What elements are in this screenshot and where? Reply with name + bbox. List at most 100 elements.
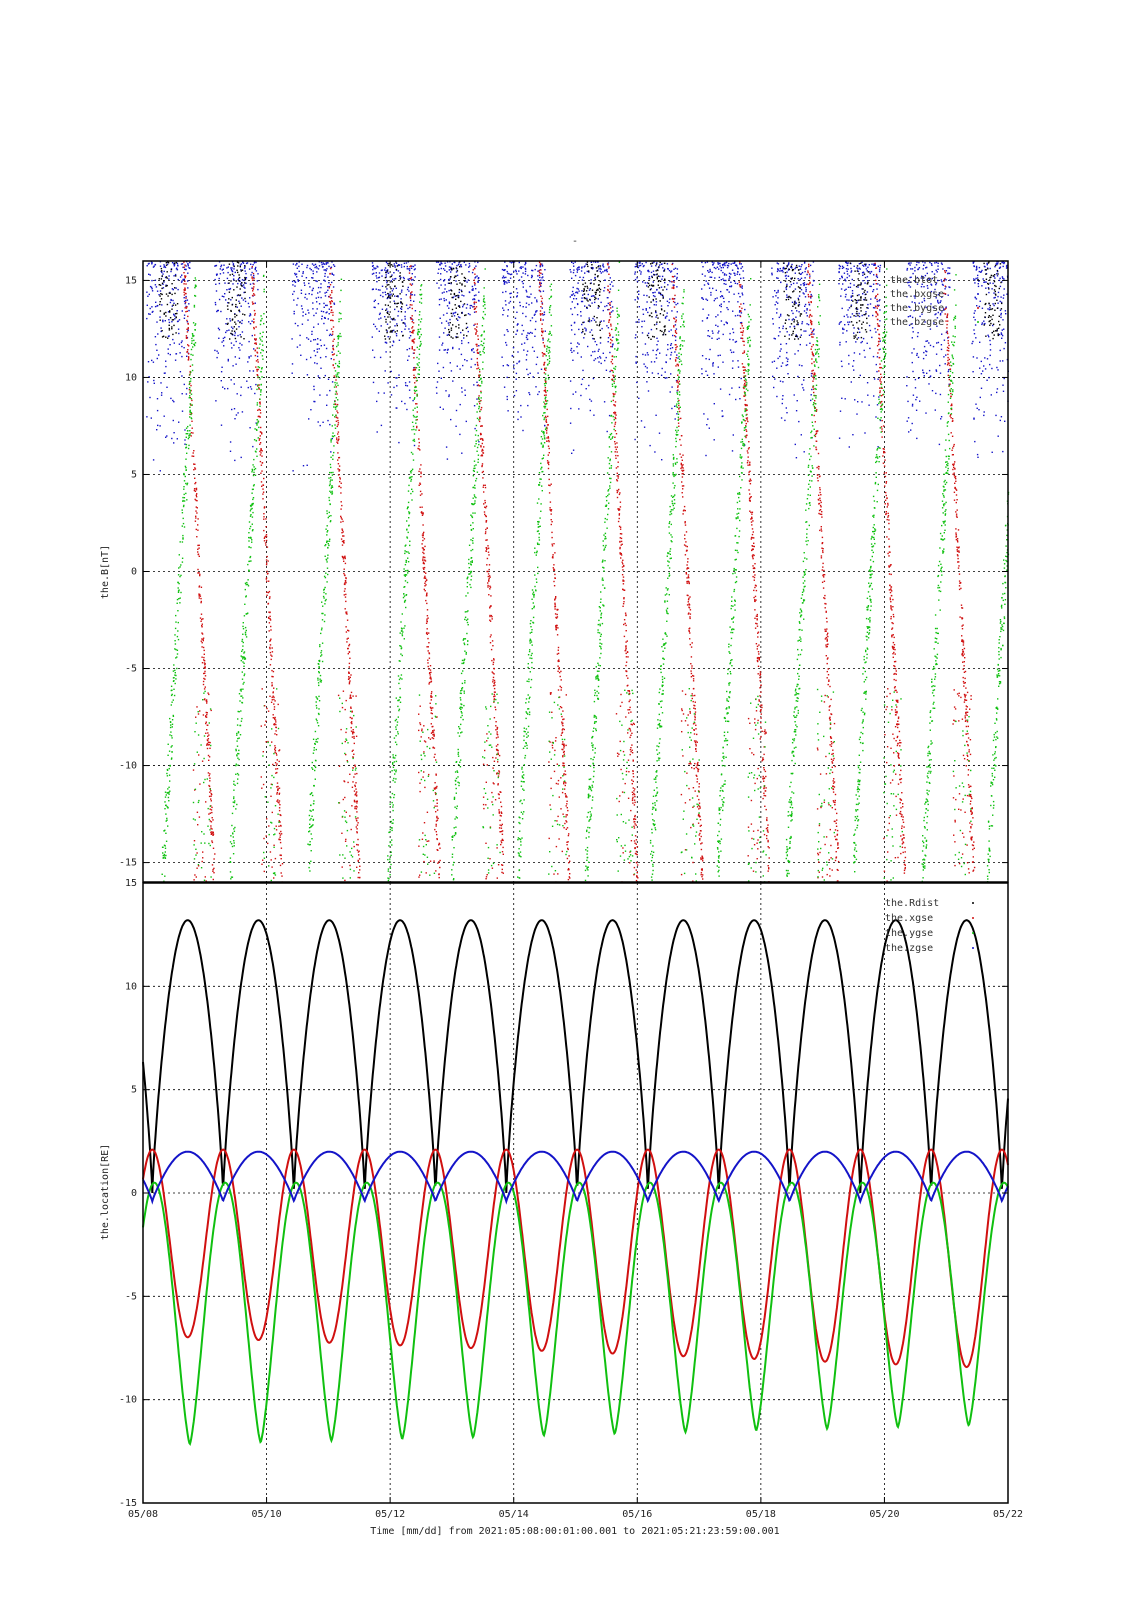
- bz-point: [179, 575, 181, 578]
- by-point: [485, 515, 487, 518]
- bx-point: [165, 360, 167, 362]
- bz-point: [417, 328, 420, 331]
- bz-point: [478, 407, 480, 410]
- by-point: [340, 515, 342, 518]
- bz-point: [464, 616, 467, 618]
- bz-point: [237, 778, 239, 780]
- bz-point: [309, 843, 311, 846]
- bz-point: [530, 626, 532, 628]
- btot-point: [230, 310, 232, 312]
- cloud-point: [196, 867, 198, 869]
- bz-point: [463, 690, 465, 692]
- cloud-point: [194, 731, 196, 733]
- btot-point: [390, 331, 393, 333]
- bx-point: [214, 349, 216, 352]
- btot-point: [384, 276, 387, 279]
- bz-point: [168, 786, 170, 788]
- bz-point: [195, 279, 197, 281]
- bx-point: [524, 268, 527, 270]
- btot-point: [463, 303, 466, 305]
- by-point: [206, 744, 208, 746]
- btot-point: [457, 294, 459, 297]
- bx-point: [298, 265, 300, 268]
- bz-point: [391, 770, 393, 772]
- bx-point: [452, 296, 455, 298]
- bz-point: [407, 506, 409, 508]
- bz-point: [479, 410, 481, 413]
- bz-point: [389, 860, 391, 863]
- by-point: [260, 472, 262, 474]
- bz-point: [548, 362, 550, 364]
- by-point: [545, 399, 547, 402]
- bx-point: [475, 288, 477, 290]
- bz-point: [333, 445, 335, 447]
- bz-point: [184, 475, 186, 478]
- bz-point: [335, 376, 338, 378]
- cloud-point: [265, 720, 267, 722]
- bx-point: [385, 274, 387, 276]
- bz-point: [230, 876, 233, 878]
- bz-point: [387, 855, 389, 857]
- by-point: [477, 397, 480, 400]
- bz-point: [520, 811, 523, 813]
- by-point: [279, 834, 282, 836]
- bz-point: [315, 760, 317, 762]
- btot-point: [390, 330, 392, 332]
- bx-point: [234, 459, 236, 462]
- bz-point: [236, 754, 238, 756]
- bx-point: [316, 271, 318, 273]
- by-point: [336, 441, 338, 443]
- by-point: [207, 744, 209, 746]
- bz-point: [175, 674, 177, 677]
- bx-point: [308, 293, 310, 295]
- bz-point: [480, 335, 483, 337]
- bz-point: [176, 635, 179, 638]
- bx-point: [292, 284, 294, 286]
- by-point: [355, 788, 357, 790]
- bz-point: [251, 539, 253, 541]
- by-point: [540, 295, 542, 297]
- by-point: [185, 292, 187, 295]
- cloud-point: [496, 877, 498, 879]
- btot-point: [399, 278, 401, 280]
- bz-point: [522, 747, 525, 749]
- bz-point: [476, 417, 479, 420]
- bz-point: [193, 306, 196, 308]
- btot-point: [159, 284, 162, 286]
- bx-point: [403, 265, 405, 268]
- bx-point: [175, 287, 177, 289]
- bz-point: [482, 344, 484, 347]
- bz-point: [164, 791, 167, 793]
- bx-point: [183, 278, 185, 280]
- by-point: [416, 411, 418, 413]
- bz-point: [393, 769, 396, 771]
- by-point: [268, 611, 270, 613]
- by-point: [343, 556, 345, 558]
- bz-point: [312, 768, 314, 770]
- cloud-point: [484, 741, 486, 743]
- bz-point: [242, 658, 244, 660]
- by-point: [489, 585, 491, 587]
- bz-point: [419, 328, 422, 330]
- by-point: [201, 656, 203, 658]
- bx-point: [326, 262, 329, 264]
- bz-point: [313, 747, 315, 749]
- by-point: [501, 830, 503, 833]
- bz-point: [413, 389, 416, 391]
- by-point: [276, 771, 278, 774]
- by-point: [483, 446, 485, 448]
- bx-point: [438, 336, 441, 338]
- by-point: [478, 385, 480, 387]
- by-point: [543, 372, 546, 374]
- bz-point: [174, 674, 176, 676]
- bz-point: [458, 727, 461, 730]
- by-point: [183, 261, 185, 263]
- bx-point: [163, 270, 165, 273]
- by-point: [203, 677, 205, 680]
- bx-point: [151, 288, 153, 290]
- by-point: [186, 306, 188, 308]
- bz-point: [319, 644, 321, 646]
- bx-point: [151, 263, 153, 265]
- by-point: [489, 586, 492, 588]
- by-point: [548, 439, 550, 442]
